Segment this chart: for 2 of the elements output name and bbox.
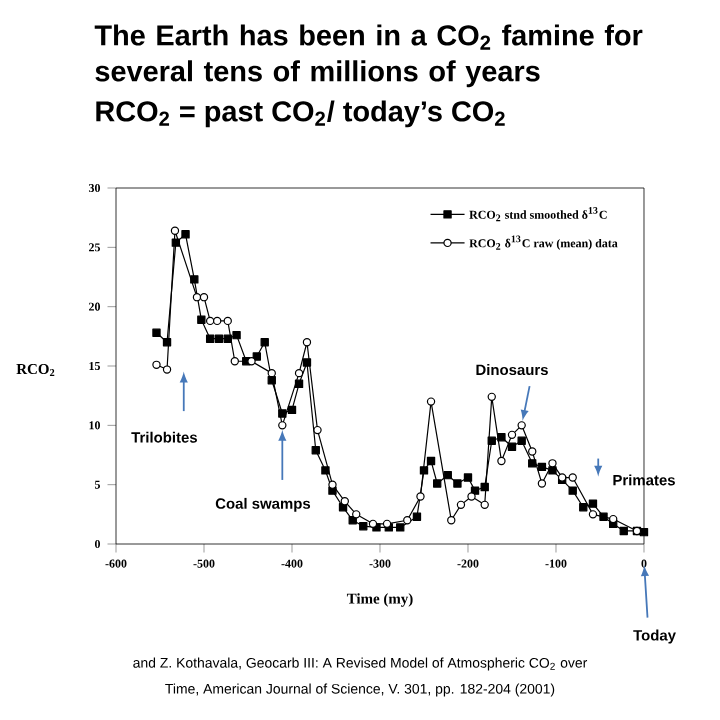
chart-subtitle: RCO$_{2}$ = past CO$_{2}$/ today’s CO$_{2}$: [96, 100, 505, 128]
chart-title: The Earth has been in a CO$_{2}$ famine for several tens of millions of years: [94, 24, 643, 88]
